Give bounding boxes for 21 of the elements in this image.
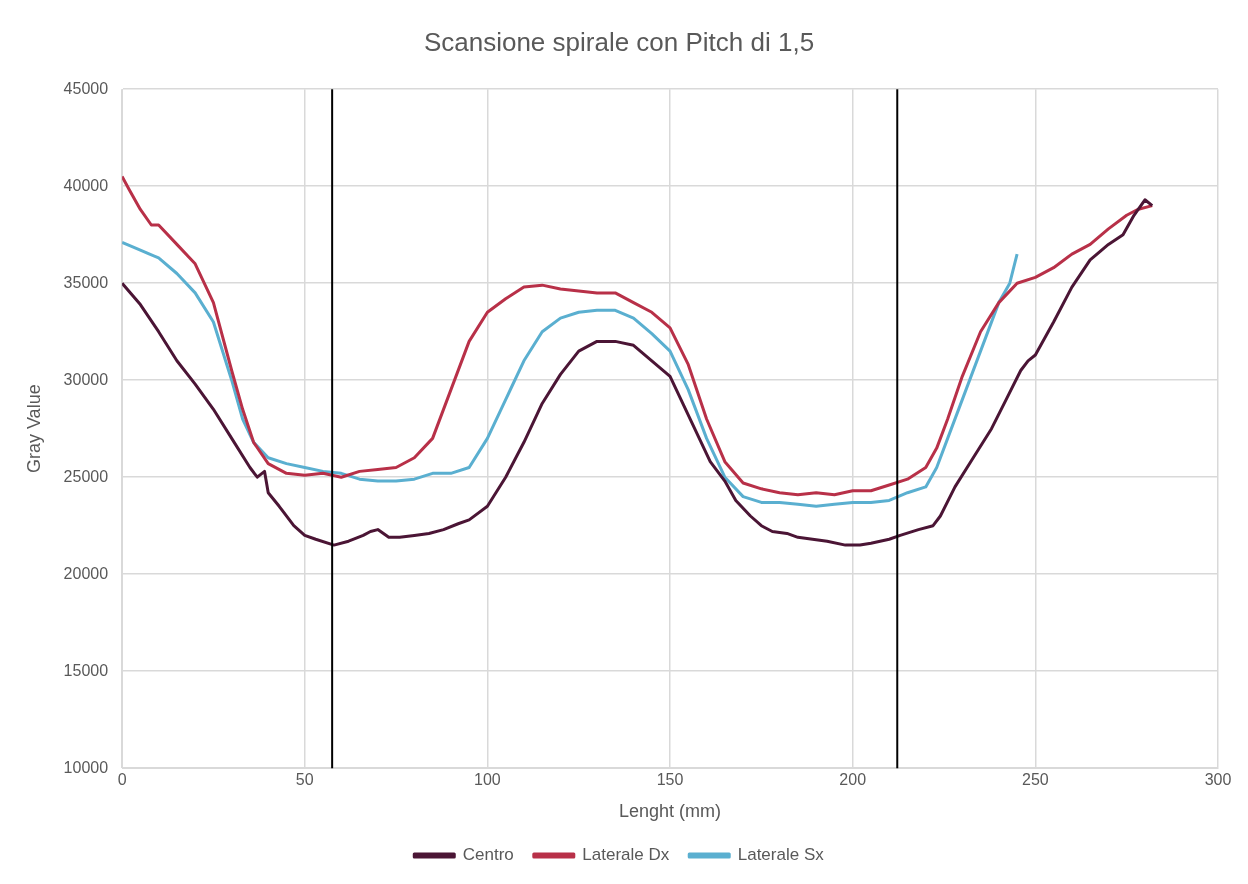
y-tick-label: 30000 bbox=[63, 370, 109, 388]
x-tick-label: 300 bbox=[1204, 771, 1232, 789]
y-tick-label: 15000 bbox=[63, 661, 109, 679]
x-tick-label: 0 bbox=[117, 771, 127, 789]
y-tick-label: 20000 bbox=[63, 564, 109, 582]
x-tick-label: 150 bbox=[656, 771, 684, 789]
y-tick-label: 25000 bbox=[63, 467, 109, 485]
chart-title: Scansione spirale con Pitch di 1,5 bbox=[423, 26, 815, 57]
y-axis-title: Gray Value bbox=[23, 384, 44, 474]
y-tick-label: 40000 bbox=[63, 176, 109, 194]
x-tick-label: 50 bbox=[295, 771, 314, 789]
y-tick-label: 35000 bbox=[63, 273, 109, 291]
x-tick-label: 200 bbox=[839, 771, 867, 789]
x-tick-label: 250 bbox=[1022, 771, 1049, 789]
legend-label: Centro bbox=[462, 845, 514, 865]
y-tick-label: 45000 bbox=[63, 79, 109, 97]
x-tick-label: 100 bbox=[474, 771, 501, 789]
legend-label: Laterale Dx bbox=[582, 845, 670, 865]
x-axis-title: Lenght (mm) bbox=[619, 801, 722, 822]
y-tick-label: 10000 bbox=[63, 758, 109, 776]
legend-label: Laterale Sx bbox=[737, 845, 825, 865]
